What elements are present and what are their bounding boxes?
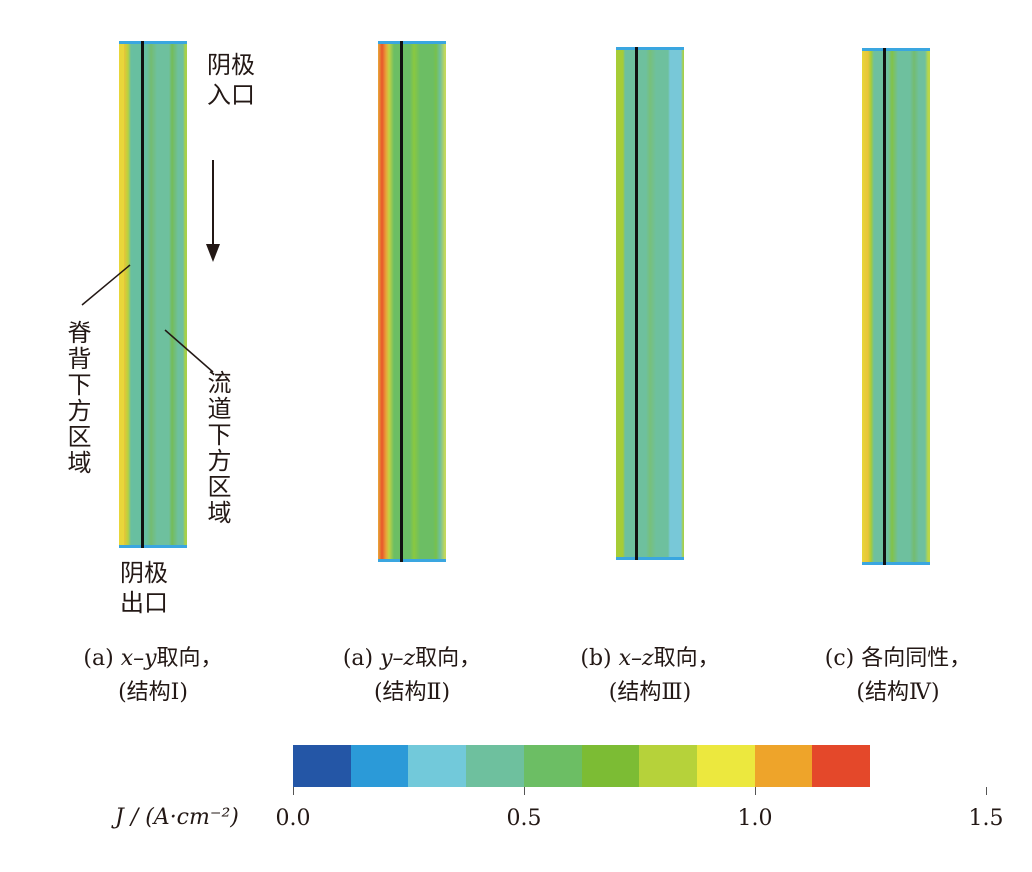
caption-axis: y–z: [380, 646, 416, 671]
colorbar: [293, 745, 871, 787]
tick-mark: [524, 787, 525, 795]
channel-region-label: 流道下方区域: [203, 370, 231, 526]
current-density-map-structure-3: [616, 47, 684, 560]
caption-structure: (结构Ⅳ): [856, 680, 940, 705]
caption-structure: (结构Ⅱ): [373, 680, 451, 705]
caption-structure: (结构Ⅰ): [118, 680, 188, 705]
cathode-outlet-label: 阴极 出口: [120, 559, 168, 617]
flow-arrow-icon: [206, 244, 220, 262]
tick-mark: [986, 787, 987, 795]
colorbar-bin-7: [696, 745, 755, 787]
caption-text: 取向，: [156, 646, 223, 671]
caption-text: 取向，: [415, 646, 482, 671]
center-line: [400, 41, 403, 562]
caption-structure: (结构Ⅲ): [608, 680, 692, 705]
caption-label: (a): [83, 646, 121, 671]
colorbar-bin-2: [408, 745, 467, 787]
caption-structure-4: (c) 各向同性， (结构Ⅳ): [778, 642, 1018, 710]
caption-axis: x–z: [618, 646, 654, 671]
caption-label: (a): [342, 646, 381, 671]
caption-structure-3: (b) x–z取向， (结构Ⅲ): [530, 642, 770, 710]
caption-text: 各向同性，: [861, 646, 972, 671]
caption-label: (b): [580, 646, 619, 671]
center-line: [883, 48, 886, 565]
caption-label: (c): [824, 646, 862, 671]
caption-structure-1: (a) x–y取向， (结构Ⅰ): [33, 642, 273, 710]
tick-label: 0.0: [275, 806, 311, 831]
colorbar-bin-3: [466, 745, 524, 787]
current-density-map-structure-4: [862, 48, 930, 565]
tick-label: 1.0: [737, 806, 773, 831]
tick-label: 0.5: [506, 806, 542, 831]
colorbar-bin-9: [812, 745, 871, 787]
colorbar-bin-1: [350, 745, 409, 787]
center-line: [141, 41, 144, 548]
colorbar-bin-5: [581, 745, 640, 787]
colorbar-bin-4: [523, 745, 582, 787]
caption-structure-2: (a) y–z取向， (结构Ⅱ): [292, 642, 532, 710]
tick-mark: [293, 787, 294, 795]
channel-leader-line: [164, 329, 214, 373]
cathode-inlet-label: 阴极 入口: [207, 51, 255, 109]
colorbar-bin-0: [293, 745, 351, 787]
colorbar-bin-8: [754, 745, 813, 787]
center-line: [635, 47, 638, 560]
rib-region-label: 脊背下方区域: [63, 320, 91, 476]
rib-leader-line: [81, 264, 131, 306]
tick-mark: [755, 787, 756, 795]
colorbar-label: J / (A·cm⁻²): [115, 805, 239, 830]
current-density-map-structure-2: [378, 41, 446, 562]
caption-text: 取向，: [653, 646, 720, 671]
tick-label: 1.5: [968, 806, 1004, 831]
colorbar-bin-6: [639, 745, 697, 787]
caption-axis: x–y: [120, 646, 157, 671]
current-density-map-structure-1: [119, 41, 187, 548]
